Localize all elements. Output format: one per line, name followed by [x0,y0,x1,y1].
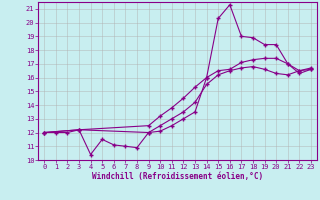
X-axis label: Windchill (Refroidissement éolien,°C): Windchill (Refroidissement éolien,°C) [92,172,263,181]
